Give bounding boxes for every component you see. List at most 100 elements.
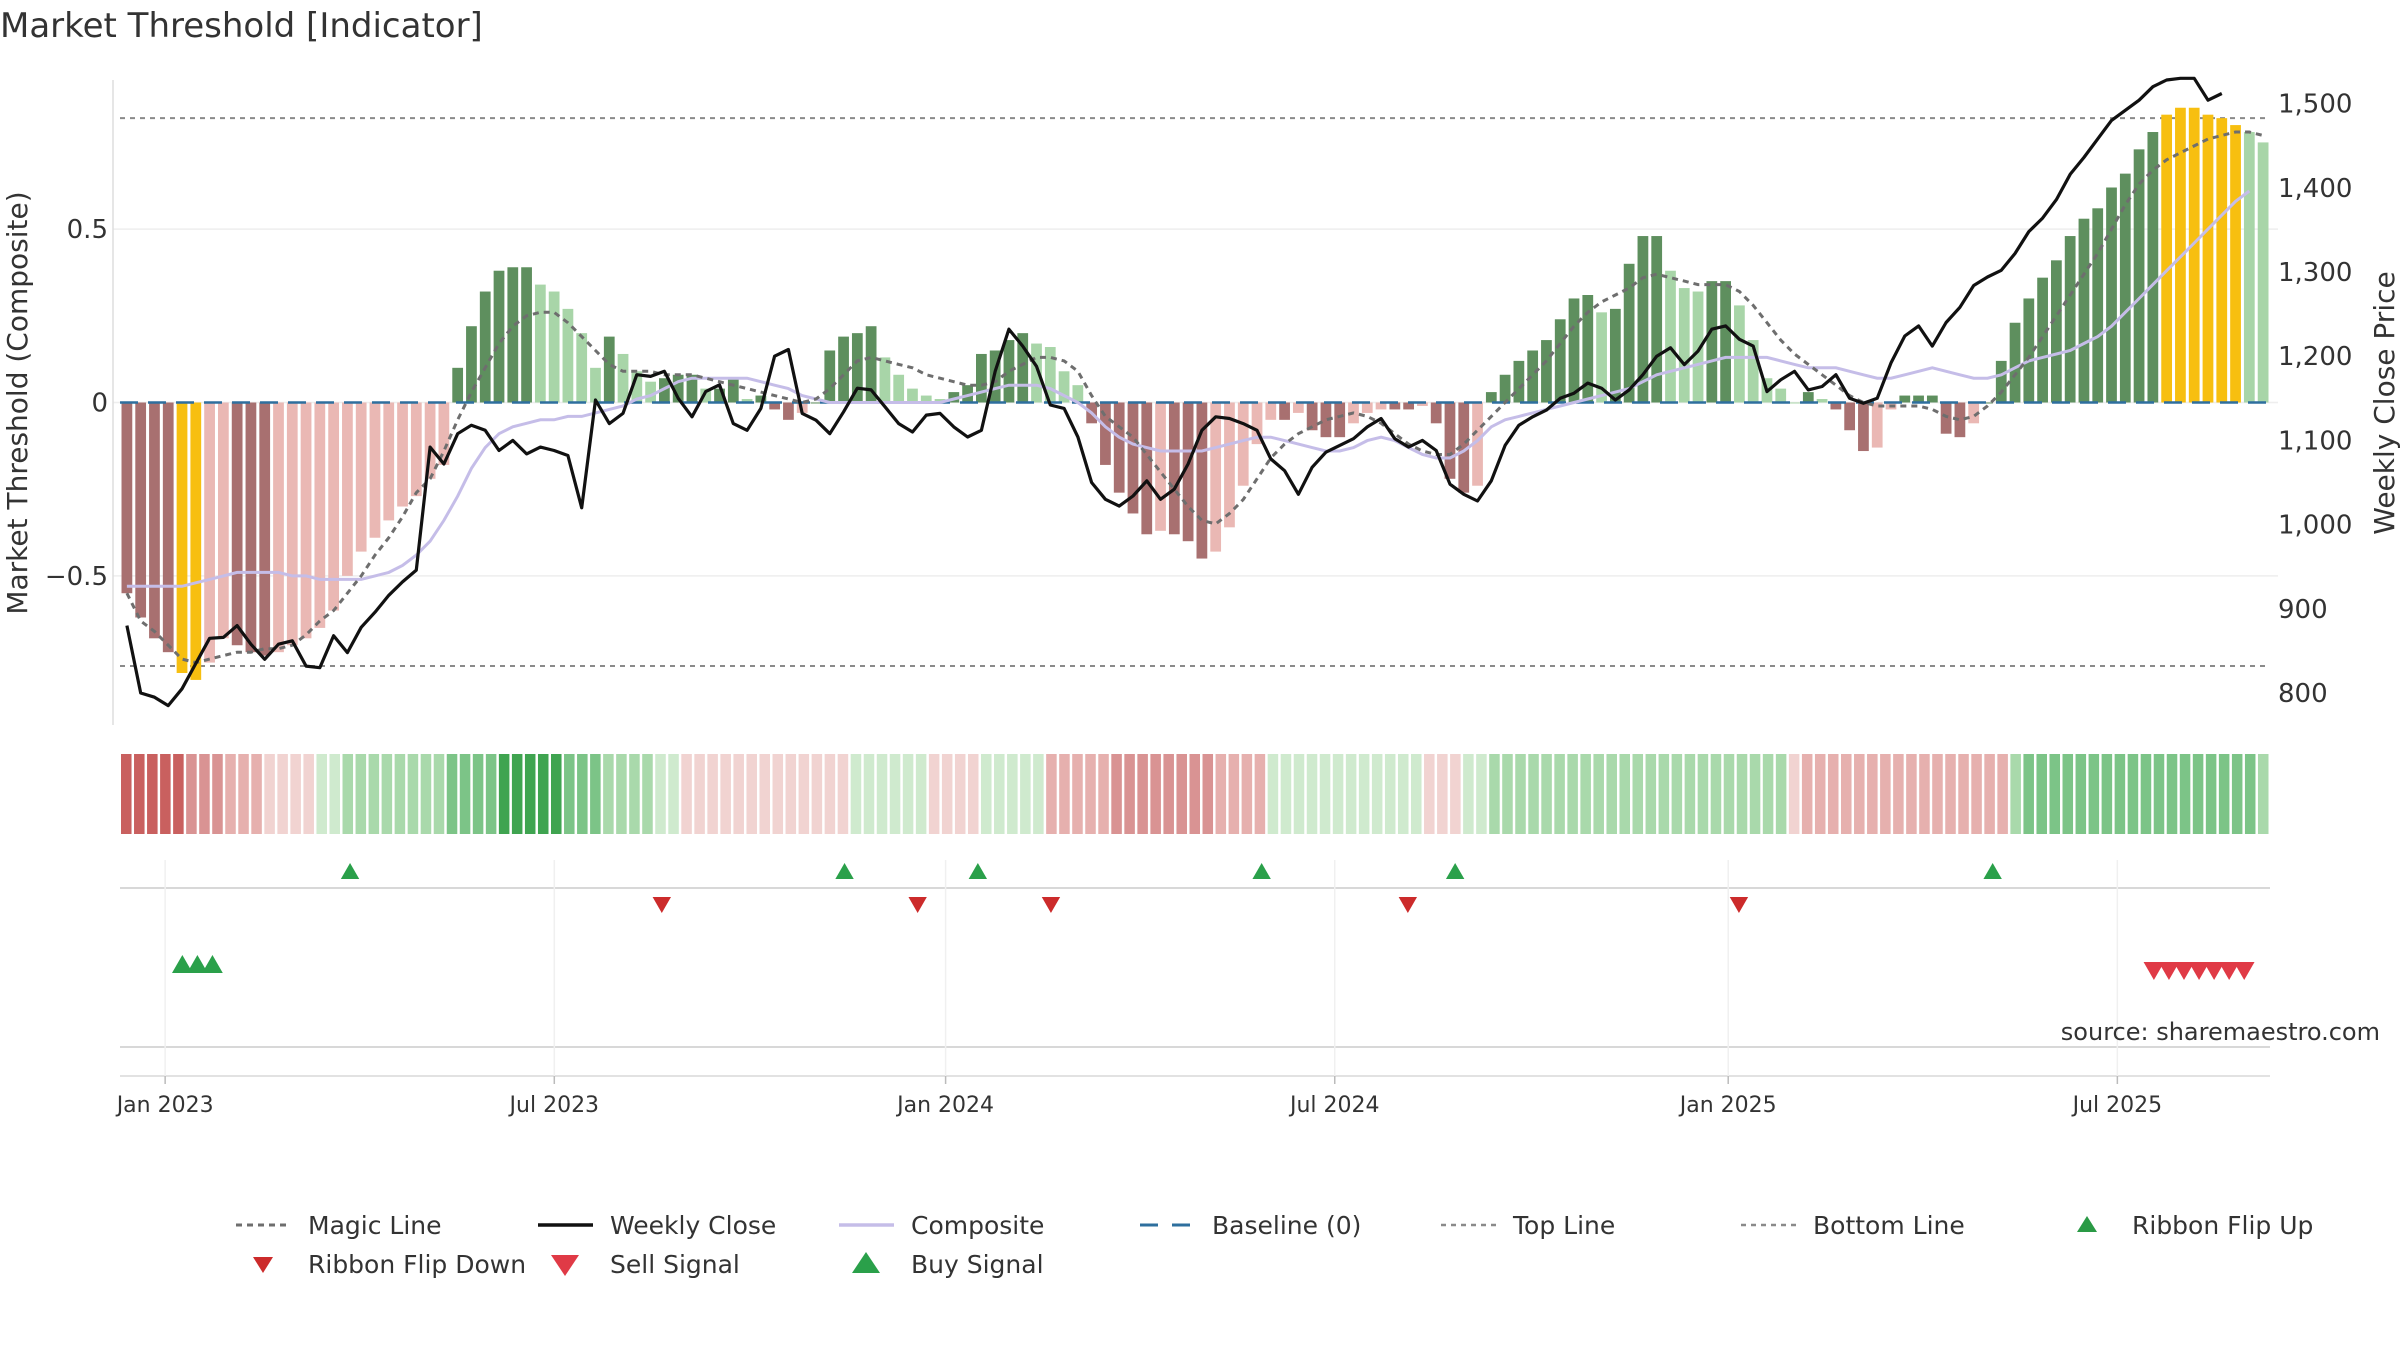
ribbon-cell: [1254, 754, 1266, 834]
composite-bar: [1596, 312, 1607, 403]
ribbon-cell: [1645, 754, 1657, 834]
ribbon-cell: [928, 754, 940, 834]
legend-item-magic: Magic Line: [236, 1211, 442, 1240]
composite-bar: [1747, 340, 1759, 403]
composite-bar: [1678, 288, 1690, 403]
ribbon-cell: [394, 754, 406, 834]
ribbon-cell: [1202, 754, 1214, 834]
ribbon-flip-down-marker: [1398, 897, 1418, 913]
ribbon-cell: [1371, 754, 1383, 834]
composite-bar: [893, 374, 905, 403]
composite-bar: [865, 326, 877, 403]
left-tick-label: −0.5: [45, 562, 108, 592]
composite-bar: [645, 381, 656, 403]
composite-bar: [907, 388, 918, 403]
ribbon-cell: [2192, 754, 2204, 834]
composite-bar: [383, 402, 395, 521]
composite-bar: [2009, 322, 2021, 403]
legend: Magic Line Weekly Close Composite Baseline …: [236, 1211, 2313, 1279]
legend-label: Top Line: [1512, 1211, 1615, 1240]
ribbon-cell: [2257, 754, 2269, 834]
ribbon-cell: [655, 754, 666, 834]
ribbon-cell: [1345, 754, 1357, 834]
ribbon-cell: [1971, 754, 1982, 834]
ribbon-cell: [251, 754, 262, 834]
composite-bar: [755, 395, 767, 403]
ribbon-cell: [1919, 754, 1930, 834]
composite-bar: [466, 326, 477, 403]
ribbon-cell: [2205, 754, 2217, 834]
legend-item-close: Weekly Close: [538, 1211, 776, 1240]
composite-bar: [920, 395, 932, 403]
ribbon-cell: [472, 754, 484, 834]
ribbon-cell: [1593, 754, 1604, 834]
ribbon-cell: [1775, 754, 1787, 834]
ribbon-cell: [1007, 754, 1018, 834]
ribbon-cell: [1085, 754, 1096, 834]
legend-item-sell: Sell Signal: [551, 1250, 740, 1279]
ribbon-cell: [459, 754, 471, 834]
composite-bar: [590, 367, 601, 403]
composite-bar: [1306, 402, 1318, 431]
buy-signal-marker: [187, 955, 208, 973]
legend-label: Baseline (0): [1212, 1211, 1361, 1240]
legend-item-composite: Composite: [839, 1211, 1044, 1240]
composite-bar: [1706, 281, 1718, 403]
composite-bar: [1196, 402, 1208, 559]
ribbon-cell: [564, 754, 575, 834]
composite-bar: [617, 353, 629, 403]
ribbon-flip-down-marker: [652, 897, 671, 913]
ribbon-cell: [1541, 754, 1552, 834]
composite-bar: [342, 402, 353, 576]
composite-bar: [2133, 149, 2145, 403]
ribbon-cell: [707, 754, 718, 834]
legend-item-buy: Buy Signal: [852, 1250, 1044, 1279]
composite-bar: [507, 267, 519, 403]
composite-bar: [1292, 402, 1304, 413]
composite-bar: [1058, 371, 1070, 403]
composite-bar: [1734, 305, 1745, 403]
ribbon-cell: [1984, 754, 1995, 834]
composite-bar: [1968, 402, 1980, 424]
ribbon-cell: [733, 754, 744, 834]
composite-bar: [1417, 402, 1428, 406]
composite-bar: [355, 402, 367, 552]
composite-bar: [1389, 402, 1401, 410]
ribbon-cell: [2075, 754, 2087, 834]
x-tick-label: Jan 2024: [895, 1093, 994, 1118]
composite-bar: [879, 357, 891, 403]
composite-bar: [562, 308, 574, 403]
ribbon-cell: [1880, 754, 1891, 834]
composite-bar: [1072, 385, 1084, 403]
composite-bar: [231, 402, 243, 646]
composite-bar: [810, 402, 822, 404]
composite-bar: [2230, 125, 2241, 403]
buy-signal-marker: [340, 863, 360, 879]
ribbon-cell: [1841, 754, 1852, 834]
composite-bar: [1499, 374, 1511, 403]
composite-bar: [2202, 114, 2214, 403]
ribbon-cell: [2127, 754, 2139, 834]
ribbon-cell: [1958, 754, 1969, 834]
composite-bar: [1320, 402, 1332, 438]
composite-bar: [1609, 308, 1621, 403]
composite-bar: [1926, 395, 1938, 403]
ribbon-cell: [1072, 754, 1083, 834]
ribbon-cell: [1827, 754, 1839, 834]
composite-bar: [1458, 402, 1470, 493]
composite-bar: [962, 385, 973, 403]
composite-bar: [1003, 340, 1015, 403]
composite-bar: [176, 402, 188, 673]
composite-bar: [273, 402, 284, 653]
composite-bar: [1789, 402, 1800, 404]
composite-bar: [1871, 402, 1883, 448]
buy-signal-marker: [1445, 863, 1465, 879]
ribbon-cell: [368, 754, 380, 834]
ribbon-cell: [1632, 754, 1644, 834]
ribbon-cell: [629, 754, 640, 834]
ribbon-cell: [1502, 754, 1513, 834]
ribbon-cell: [2114, 754, 2126, 834]
ribbon-cell: [1306, 754, 1318, 834]
ribbon-cell: [2062, 754, 2074, 834]
buy-signal-marker: [202, 955, 223, 973]
